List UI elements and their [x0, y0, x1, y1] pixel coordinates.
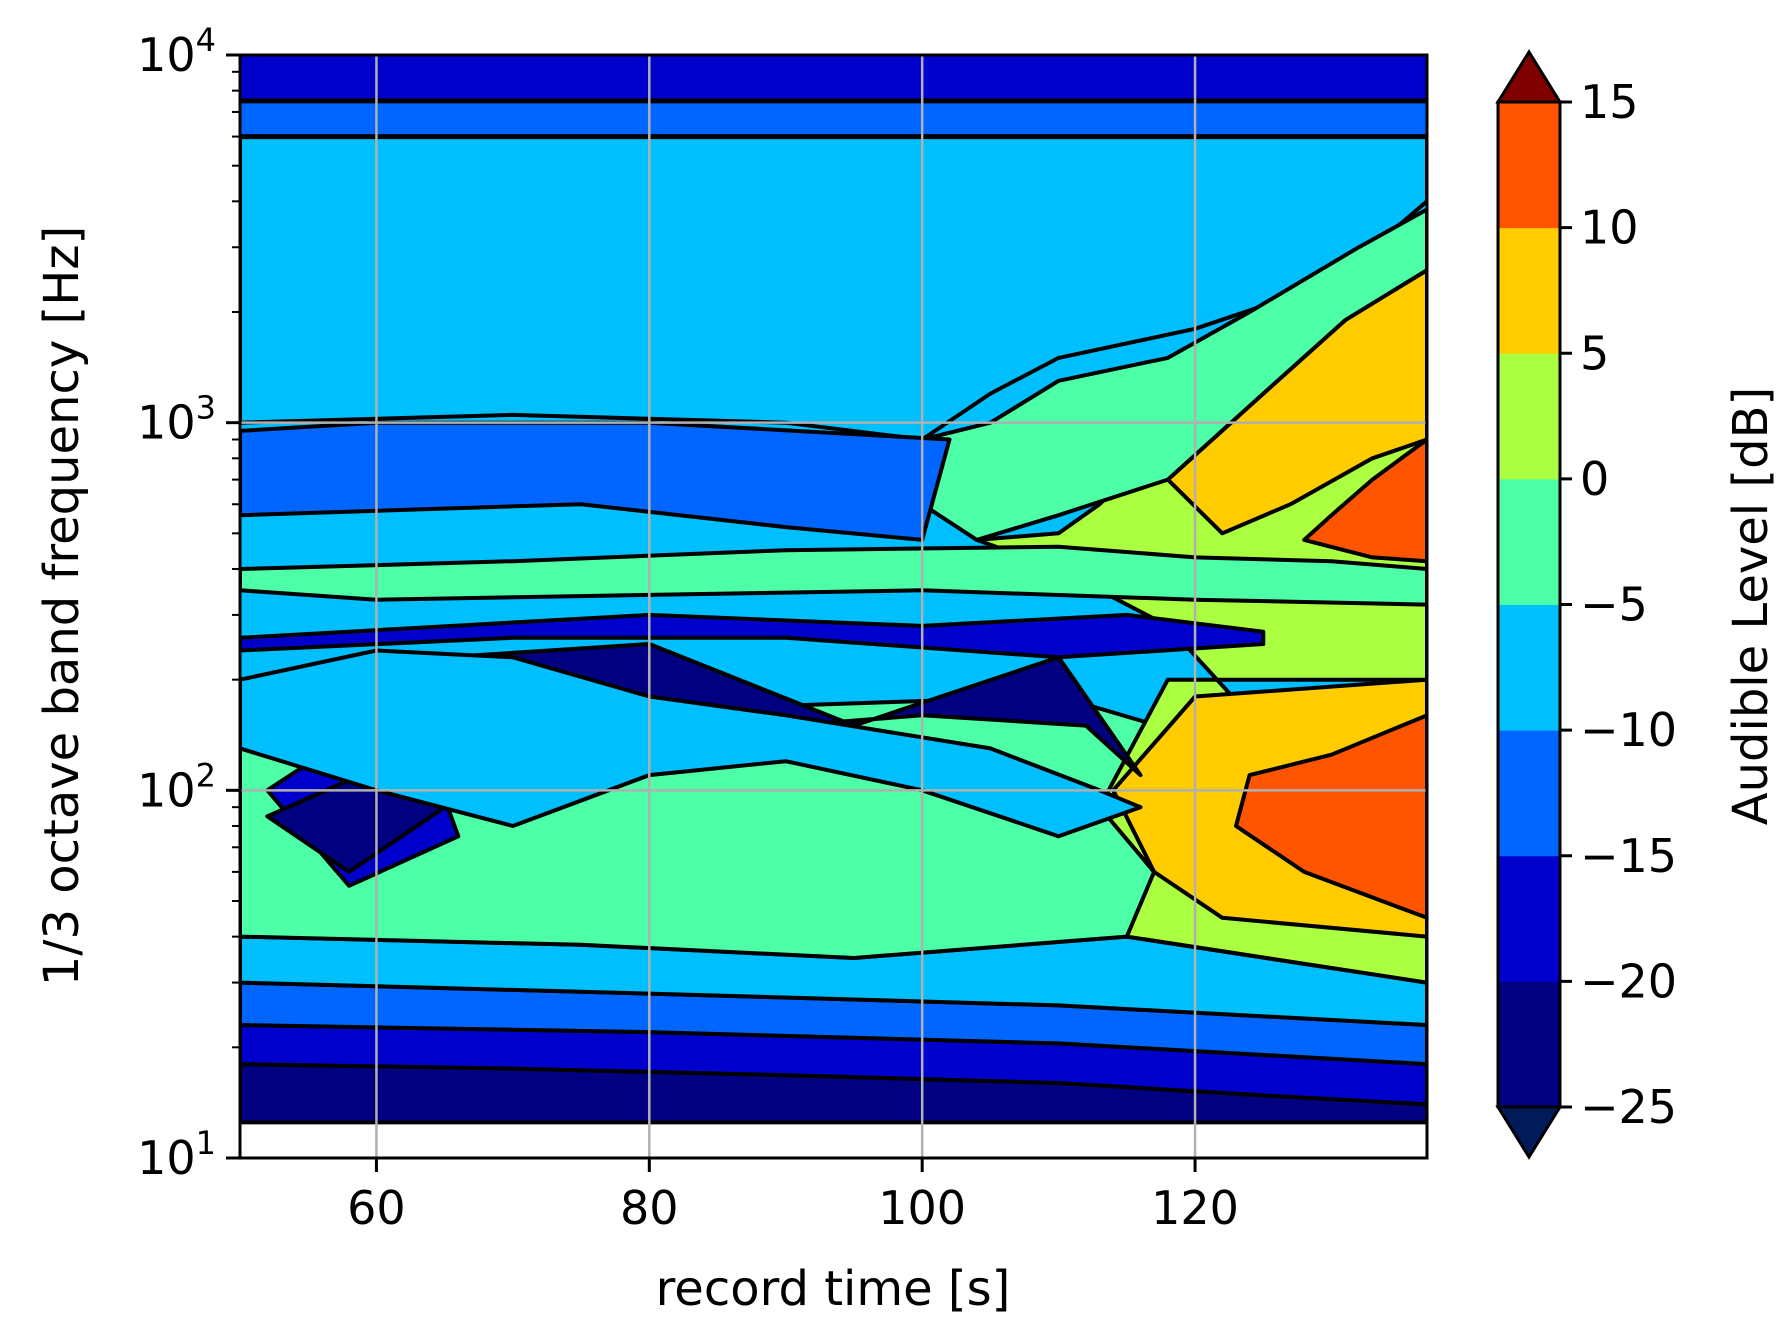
contour-region-10	[920, 207, 1427, 542]
contour-region-8	[1302, 437, 1427, 564]
contour-region-7	[1234, 713, 1427, 920]
colorbar-tick-label: −10	[1580, 703, 1677, 757]
colorbar-tick-label: 15	[1580, 75, 1639, 129]
x-tick-label: 80	[620, 1181, 679, 1235]
colorbar-tick-label: −5	[1580, 578, 1648, 632]
y-axis-ticks: 101 102 103 104	[137, 21, 240, 1185]
frequency-bands	[240, 55, 1427, 140]
colorbar-tick-label: −25	[1580, 1080, 1677, 1134]
y-axis-label: 1/3 octave band frequency [Hz]	[34, 226, 90, 986]
band-upper	[240, 100, 1427, 137]
colorbar-label: Audible Level [dB]	[1723, 387, 1779, 825]
x-tick-label: 120	[1151, 1181, 1239, 1235]
colorbar: 15 10 5 0 −5 −10 −15 −20 −25	[1495, 49, 1677, 1160]
colorbar-segment	[1498, 981, 1560, 1108]
colorbar-segment	[1498, 604, 1560, 731]
contour-region-12	[240, 544, 1427, 607]
band-top	[240, 55, 1427, 101]
colorbar-segment	[1498, 855, 1560, 982]
y-tick-label: 101	[137, 1124, 216, 1185]
colorbar-segment	[1498, 227, 1560, 354]
colorbar-segment	[1498, 102, 1560, 229]
colorbar-tick-label: −20	[1580, 954, 1677, 1008]
contour-region-13	[240, 612, 1266, 660]
x-axis-ticks: 60 80 100 120	[347, 1158, 1239, 1235]
x-tick-label: 60	[347, 1181, 406, 1235]
y-tick-label: 102	[137, 756, 216, 817]
colorbar-extend-high	[1495, 49, 1563, 104]
x-axis-label: record time [s]	[656, 1261, 1011, 1317]
colorbar-tick-label: 0	[1580, 452, 1609, 506]
colorbar-extend-low	[1495, 1105, 1563, 1160]
y-tick-label: 104	[137, 21, 216, 82]
colorbar-tick-label: −15	[1580, 829, 1677, 883]
colorbar-segment	[1498, 478, 1560, 605]
colorbar-segment	[1498, 730, 1560, 857]
colorbar-tick-label: 5	[1580, 326, 1609, 380]
colorbar-tick-label: 10	[1580, 201, 1639, 255]
contour-regions	[240, 134, 1427, 1125]
colorbar-segment	[1498, 353, 1560, 480]
y-tick-label: 103	[137, 389, 216, 450]
x-tick-label: 100	[878, 1181, 966, 1235]
plot-frame	[238, 53, 1429, 1160]
